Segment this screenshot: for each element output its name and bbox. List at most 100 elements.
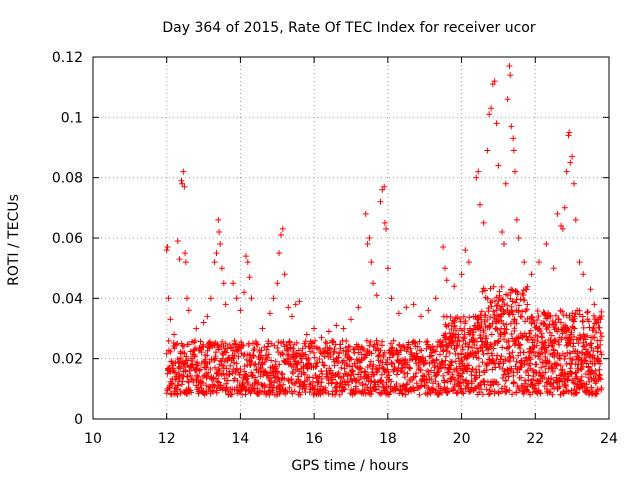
data-point <box>476 389 483 396</box>
data-point <box>377 198 384 205</box>
data-point <box>446 350 453 356</box>
data-point <box>561 204 568 211</box>
data-point <box>266 310 273 317</box>
data-point <box>364 241 371 247</box>
data-point <box>512 168 518 175</box>
data-point <box>163 247 170 254</box>
data-point <box>476 372 483 379</box>
data-point <box>530 373 537 380</box>
data-point <box>580 363 586 370</box>
data-point <box>508 365 515 372</box>
data-point <box>432 295 439 302</box>
data-point <box>196 367 203 374</box>
data-point <box>548 375 555 382</box>
data-point <box>481 381 488 388</box>
data-point <box>293 360 299 367</box>
data-point <box>479 391 486 398</box>
data-point <box>203 382 210 389</box>
data-point <box>524 301 531 308</box>
data-point <box>496 360 503 367</box>
data-point <box>480 329 487 336</box>
data-point <box>528 320 535 327</box>
data-point <box>186 341 192 348</box>
data-point <box>554 210 561 217</box>
data-point <box>534 308 541 314</box>
data-point <box>289 368 296 375</box>
data-point <box>243 253 249 260</box>
data-point <box>521 259 528 266</box>
data-point <box>590 312 597 319</box>
data-point <box>343 338 350 344</box>
data-point <box>597 316 604 323</box>
grid-lines <box>93 57 609 419</box>
data-point <box>490 283 497 290</box>
data-point <box>424 379 430 386</box>
data-point <box>451 384 458 390</box>
data-point <box>584 308 591 315</box>
data-point <box>167 316 174 323</box>
data-point <box>233 365 240 372</box>
data-point <box>375 383 382 390</box>
data-point <box>371 341 378 348</box>
data-point <box>495 162 502 169</box>
data-point <box>585 318 592 325</box>
data-point <box>527 327 534 334</box>
data-point <box>583 381 590 388</box>
data-point <box>403 304 410 311</box>
data-point <box>338 364 345 371</box>
data-point <box>556 341 563 348</box>
data-point <box>473 174 480 181</box>
data-point <box>495 381 502 388</box>
data-point <box>399 390 405 397</box>
data-point <box>588 384 595 391</box>
x-axis-label: GPS time / hours <box>291 458 408 474</box>
data-point <box>483 386 490 393</box>
data-point <box>517 296 524 303</box>
data-point <box>475 355 482 362</box>
data-point <box>419 354 426 361</box>
data-point <box>395 310 402 317</box>
data-point <box>306 344 313 351</box>
data-point <box>251 362 258 369</box>
data-point <box>436 390 443 397</box>
data-point <box>499 344 506 351</box>
data-point <box>506 343 513 350</box>
data-point <box>519 308 526 315</box>
data-point <box>192 367 199 374</box>
data-point <box>566 129 573 136</box>
data-point <box>596 366 603 373</box>
data-point <box>185 378 191 385</box>
data-point <box>562 353 569 359</box>
data-point <box>578 373 585 380</box>
data-point <box>330 338 337 345</box>
data-point <box>547 380 553 387</box>
data-point <box>524 357 531 364</box>
data-point <box>524 336 531 343</box>
data-point <box>291 388 298 395</box>
data-point <box>180 343 187 350</box>
data-point <box>191 353 198 360</box>
data-point <box>200 380 206 386</box>
data-point <box>377 347 384 354</box>
data-point <box>479 347 486 354</box>
data-point <box>388 378 395 385</box>
data-point <box>167 348 174 355</box>
data-point <box>237 307 244 314</box>
data-point <box>289 313 295 320</box>
data-point <box>450 323 457 330</box>
data-point <box>379 338 386 345</box>
data-point <box>465 259 472 266</box>
data-point <box>539 334 546 341</box>
data-point <box>381 183 388 190</box>
data-point <box>331 346 338 353</box>
data-point <box>542 339 549 346</box>
data-point <box>501 241 507 247</box>
data-point <box>319 359 326 366</box>
data-point <box>411 387 418 394</box>
data-point <box>329 339 336 346</box>
data-point <box>219 338 226 345</box>
data-point <box>577 377 584 384</box>
data-point <box>582 336 589 343</box>
data-point <box>507 72 514 79</box>
data-point <box>244 373 251 380</box>
